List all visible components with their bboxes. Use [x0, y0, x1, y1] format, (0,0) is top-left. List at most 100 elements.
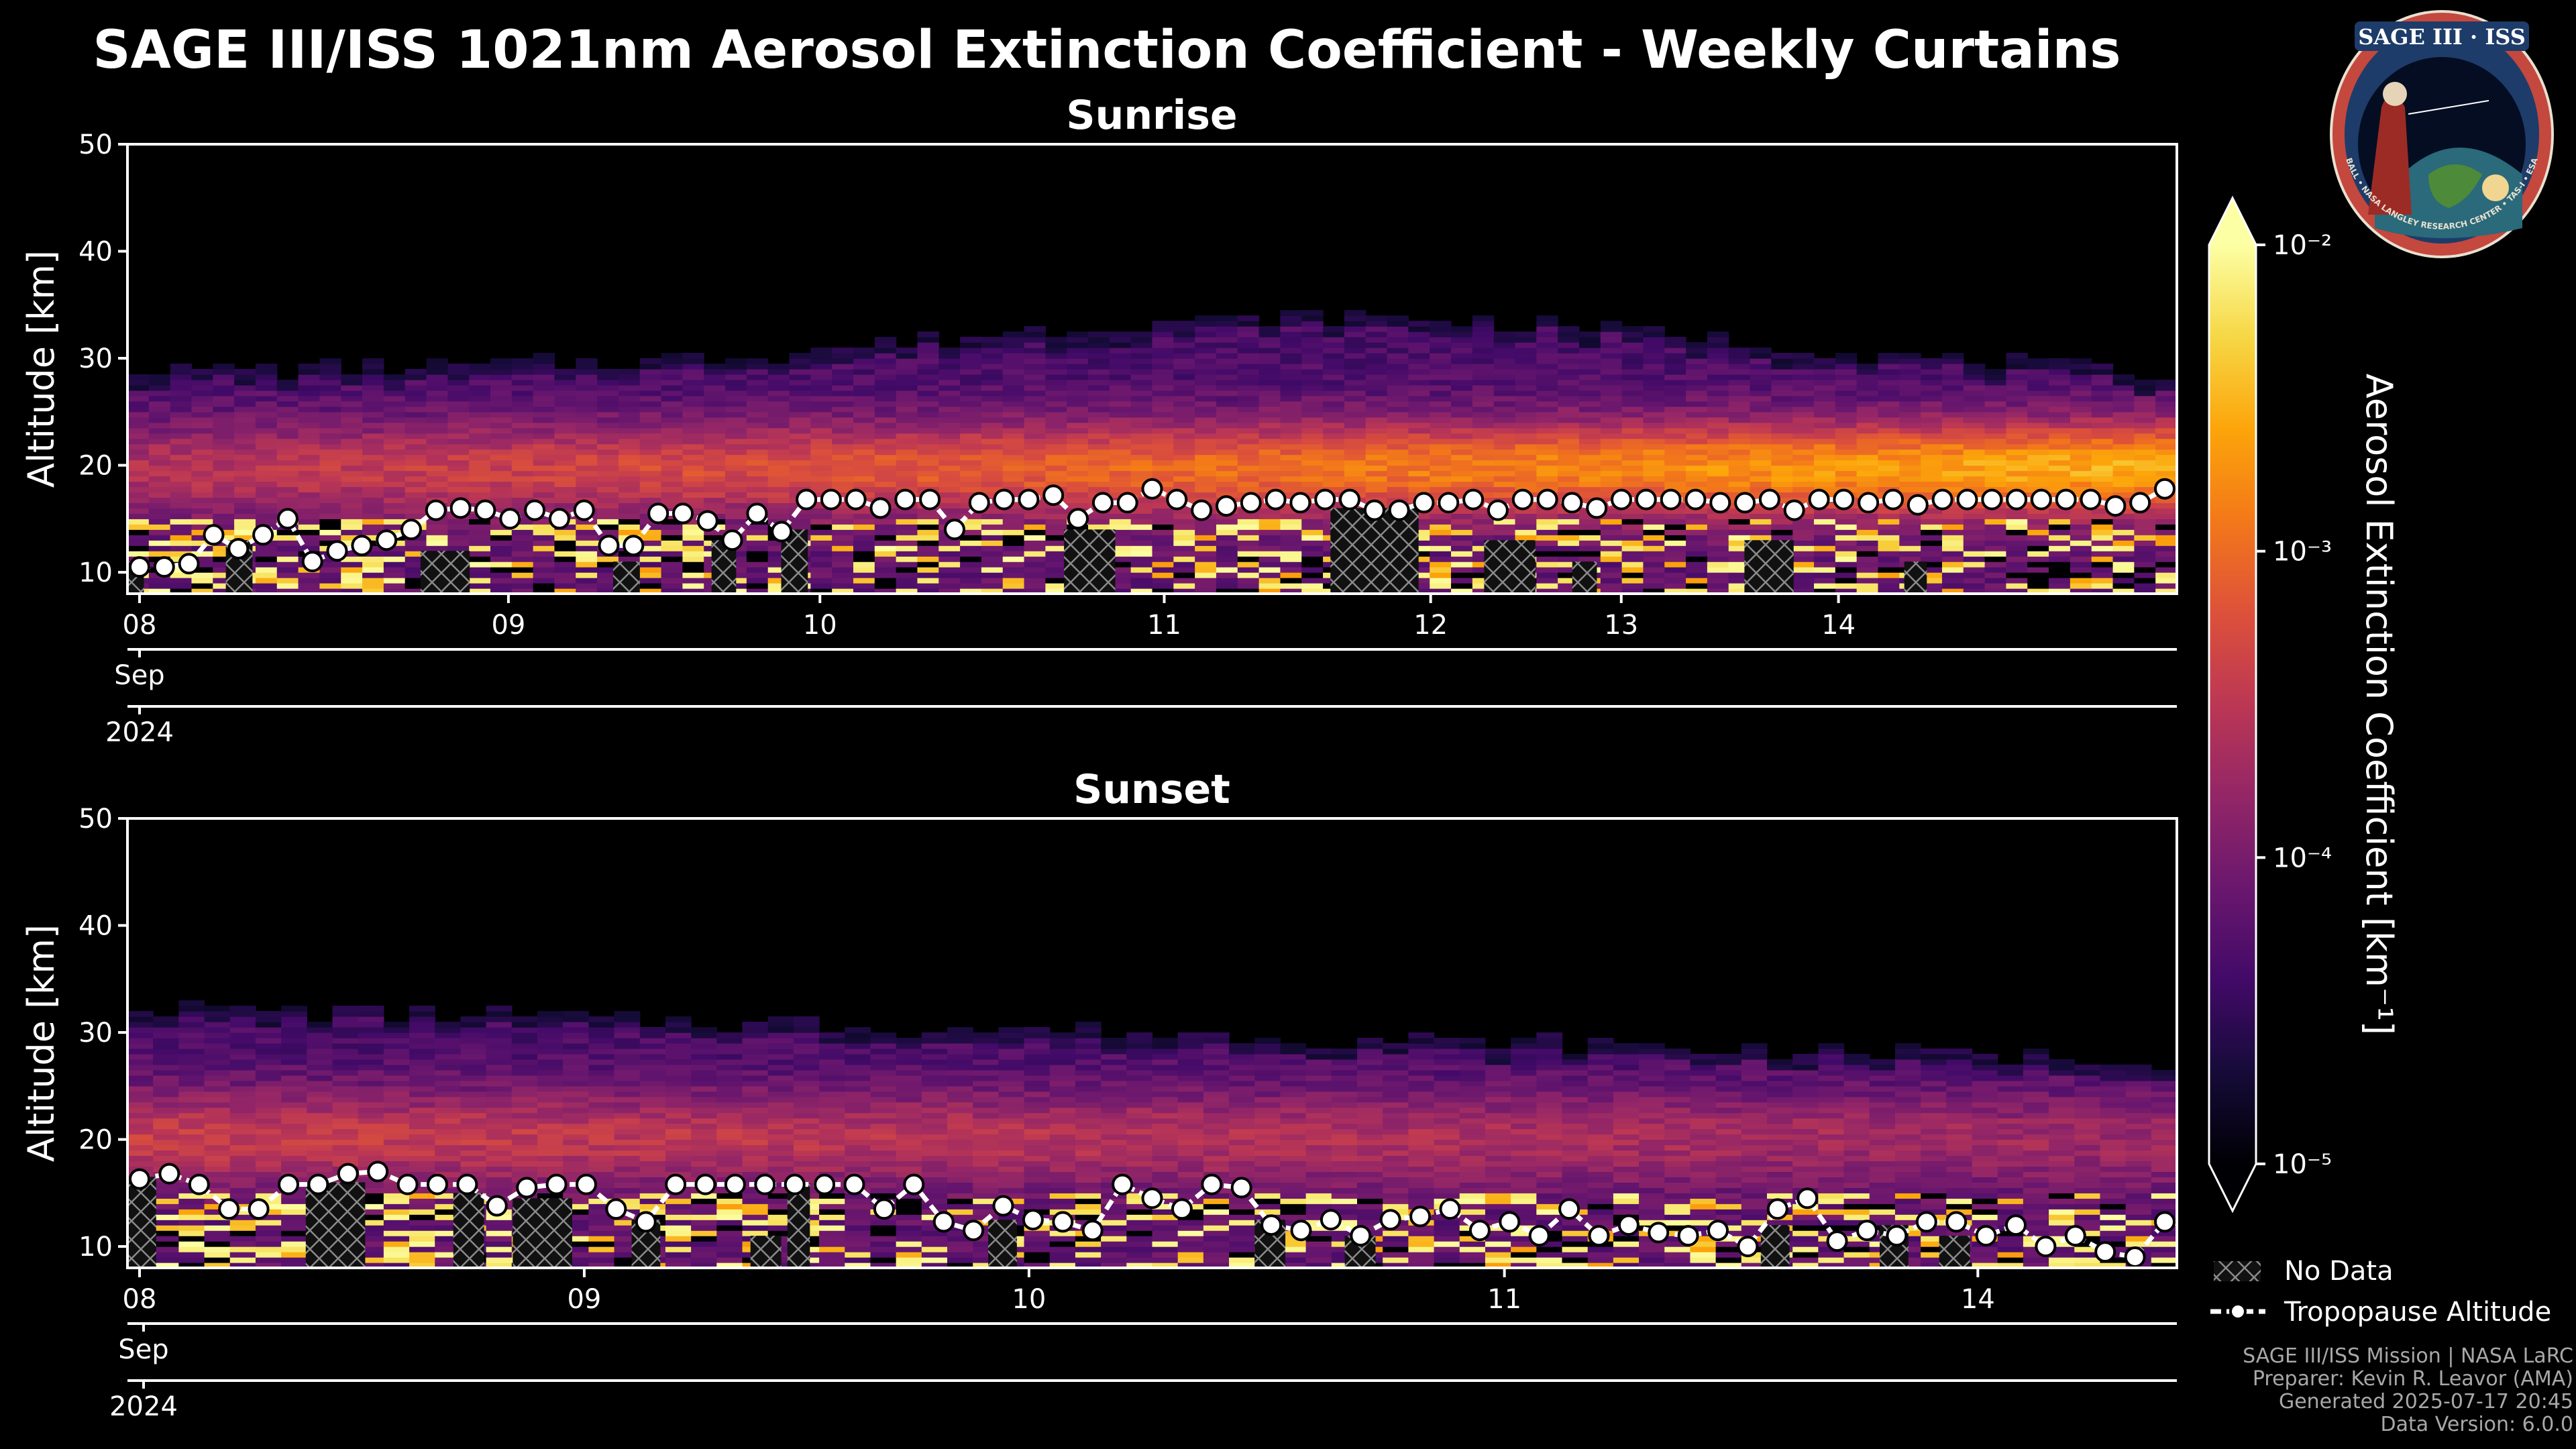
heatmap-cell: [554, 551, 576, 557]
heatmap-cell: [383, 567, 406, 573]
heatmap-cell: [1344, 438, 1366, 445]
heatmap-cell: [874, 417, 897, 423]
heatmap-cell: [725, 497, 747, 504]
heatmap-cell: [1856, 400, 1879, 407]
heatmap-cell: [960, 347, 982, 354]
heatmap-cell: [191, 476, 213, 482]
heatmap-cell: [1515, 417, 1537, 423]
heatmap-cell: [1258, 433, 1281, 439]
tropopause-marker: [894, 488, 916, 511]
heatmap-cell: [204, 1091, 231, 1097]
heatmap-cell: [127, 454, 150, 461]
heatmap-cell: [1430, 508, 1452, 514]
heatmap-cell: [1173, 358, 1195, 364]
heatmap-cell: [1621, 540, 1644, 546]
heatmap-cell: [2049, 406, 2071, 413]
heatmap-cell: [153, 1246, 179, 1252]
heatmap-cell: [1152, 422, 1174, 429]
heatmap-cell: [2070, 369, 2092, 375]
heatmap-cell: [1173, 572, 1195, 578]
heatmap-cell: [1984, 379, 2007, 386]
heatmap-cell: [1430, 321, 1452, 327]
heatmap-cell: [1408, 460, 1430, 466]
heatmap-cell: [1941, 460, 1964, 466]
heatmap-cell: [178, 1011, 205, 1017]
heatmap-cell: [1280, 384, 1302, 391]
heatmap-cell: [1899, 470, 1921, 477]
heatmap-cell: [1323, 358, 1345, 364]
heatmap-cell: [1536, 390, 1558, 396]
heatmap-profile-column: [178, 1000, 205, 1268]
heatmap-cell: [178, 1246, 205, 1252]
heatmap-cell: [1088, 460, 1110, 466]
heatmap-cell: [213, 486, 235, 493]
heatmap-cell: [383, 379, 406, 386]
heatmap-cell: [1921, 433, 1943, 439]
heatmap-cell: [148, 476, 171, 482]
heatmap-cell: [1088, 454, 1110, 461]
heatmap-cell: [204, 1038, 231, 1044]
heatmap-cell: [1728, 433, 1751, 439]
heatmap-cell: [1045, 588, 1067, 594]
heatmap-cell: [1621, 465, 1644, 472]
heatmap-cell: [1643, 390, 1665, 396]
heatmap-cell: [661, 583, 683, 589]
heatmap-cell: [1387, 342, 1409, 348]
heatmap-cell: [1024, 369, 1046, 375]
heatmap-cell: [2112, 561, 2135, 568]
heatmap-cell: [1216, 369, 1238, 375]
heatmap-cell: [810, 417, 833, 423]
heatmap-cell: [405, 374, 427, 380]
heatmap-cell: [810, 433, 833, 439]
heatmap-cell: [341, 465, 363, 472]
heatmap-cell: [1600, 486, 1623, 493]
heatmap-cell: [127, 422, 150, 429]
heatmap-cell: [127, 476, 150, 482]
heatmap-cell: [853, 513, 875, 519]
heatmap-cell: [1301, 519, 1324, 525]
heatmap-cell: [2049, 417, 2071, 423]
heatmap-cell: [1899, 540, 1921, 546]
heatmap-profile-column: [213, 364, 235, 594]
heatmap-cell: [896, 583, 918, 589]
heatmap-cell: [1878, 540, 1900, 546]
heatmap-cell: [1280, 326, 1302, 332]
heatmap-cell: [255, 1187, 282, 1193]
heatmap-cell: [554, 476, 576, 482]
heatmap-cell: [1941, 476, 1964, 482]
heatmap-cell: [1814, 364, 1836, 370]
heatmap-cell: [1664, 438, 1686, 445]
heatmap-cell: [1109, 400, 1132, 407]
heatmap-cell: [127, 1150, 154, 1157]
heatmap-cell: [298, 513, 320, 519]
heatmap-cell: [1792, 486, 1815, 493]
heatmap-cell: [127, 1091, 154, 1097]
heatmap-cell: [2155, 497, 2177, 504]
heatmap-cell: [1130, 578, 1153, 584]
heatmap-cell: [1963, 422, 1986, 429]
heatmap-cell: [319, 460, 341, 466]
heatmap-cell: [298, 427, 320, 434]
heatmap-cell: [1921, 454, 1943, 461]
heatmap-cell: [1195, 486, 1217, 493]
heatmap-cell: [511, 519, 534, 525]
heatmap-cell: [661, 556, 683, 562]
heatmap-cell: [576, 567, 598, 573]
heatmap-cell: [1921, 556, 1943, 562]
heatmap-cell: [1878, 374, 1900, 380]
heatmap-cell: [1707, 358, 1729, 364]
heatmap-cell: [1899, 358, 1921, 364]
heatmap-cell: [1408, 567, 1430, 573]
heatmap-cell: [1728, 406, 1751, 413]
heatmap-cell: [554, 588, 576, 594]
heatmap-cell: [1921, 411, 1943, 418]
heatmap-cell: [767, 588, 790, 594]
heatmap-cell: [1792, 545, 1815, 551]
heatmap-cell: [1280, 427, 1302, 434]
heatmap-cell: [255, 1246, 282, 1252]
heatmap-cell: [1921, 443, 1943, 450]
heatmap-cell: [1750, 519, 1772, 525]
heatmap-cell: [917, 417, 939, 423]
heatmap-cell: [533, 384, 555, 391]
heatmap-cell: [1835, 588, 1858, 594]
